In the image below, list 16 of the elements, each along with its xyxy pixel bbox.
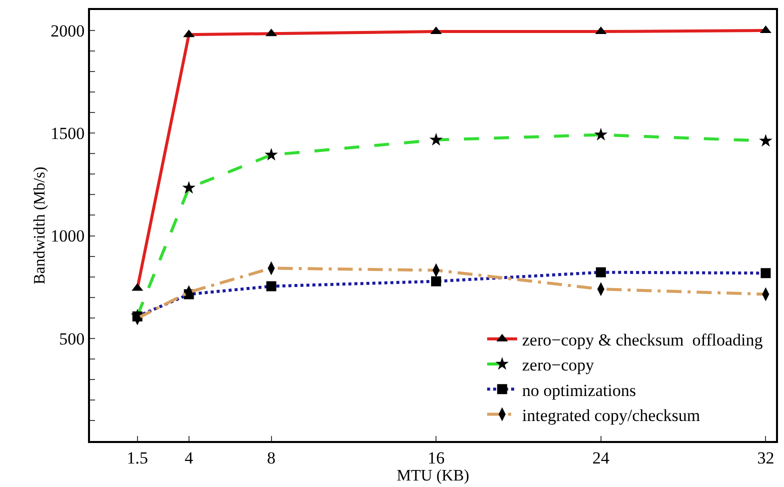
x-tick-label: 24 [592, 448, 610, 468]
y-tick-label: 1000 [50, 226, 85, 246]
y-tick-label: 1500 [50, 124, 85, 144]
legend-label: zero−copy & checksum offloading [522, 330, 764, 350]
x-tick-label: 8 [267, 448, 276, 468]
y-tick-label: 2000 [50, 21, 85, 40]
legend-label: no optimizations [522, 380, 636, 400]
y-axis-title: Bandwidth (Mb/s) [32, 166, 49, 284]
x-axis-title: MTU (KB) [396, 467, 470, 484]
legend-label: integrated copy/checksum [522, 406, 700, 425]
x-tick-label: 1.5 [126, 448, 148, 468]
x-tick-label: 4 [184, 448, 194, 468]
x-tick-label: 16 [428, 448, 445, 468]
x-tick-label: 32 [757, 448, 774, 468]
y-tick-label: 500 [59, 329, 85, 348]
legend-label: zero−copy [522, 356, 595, 375]
